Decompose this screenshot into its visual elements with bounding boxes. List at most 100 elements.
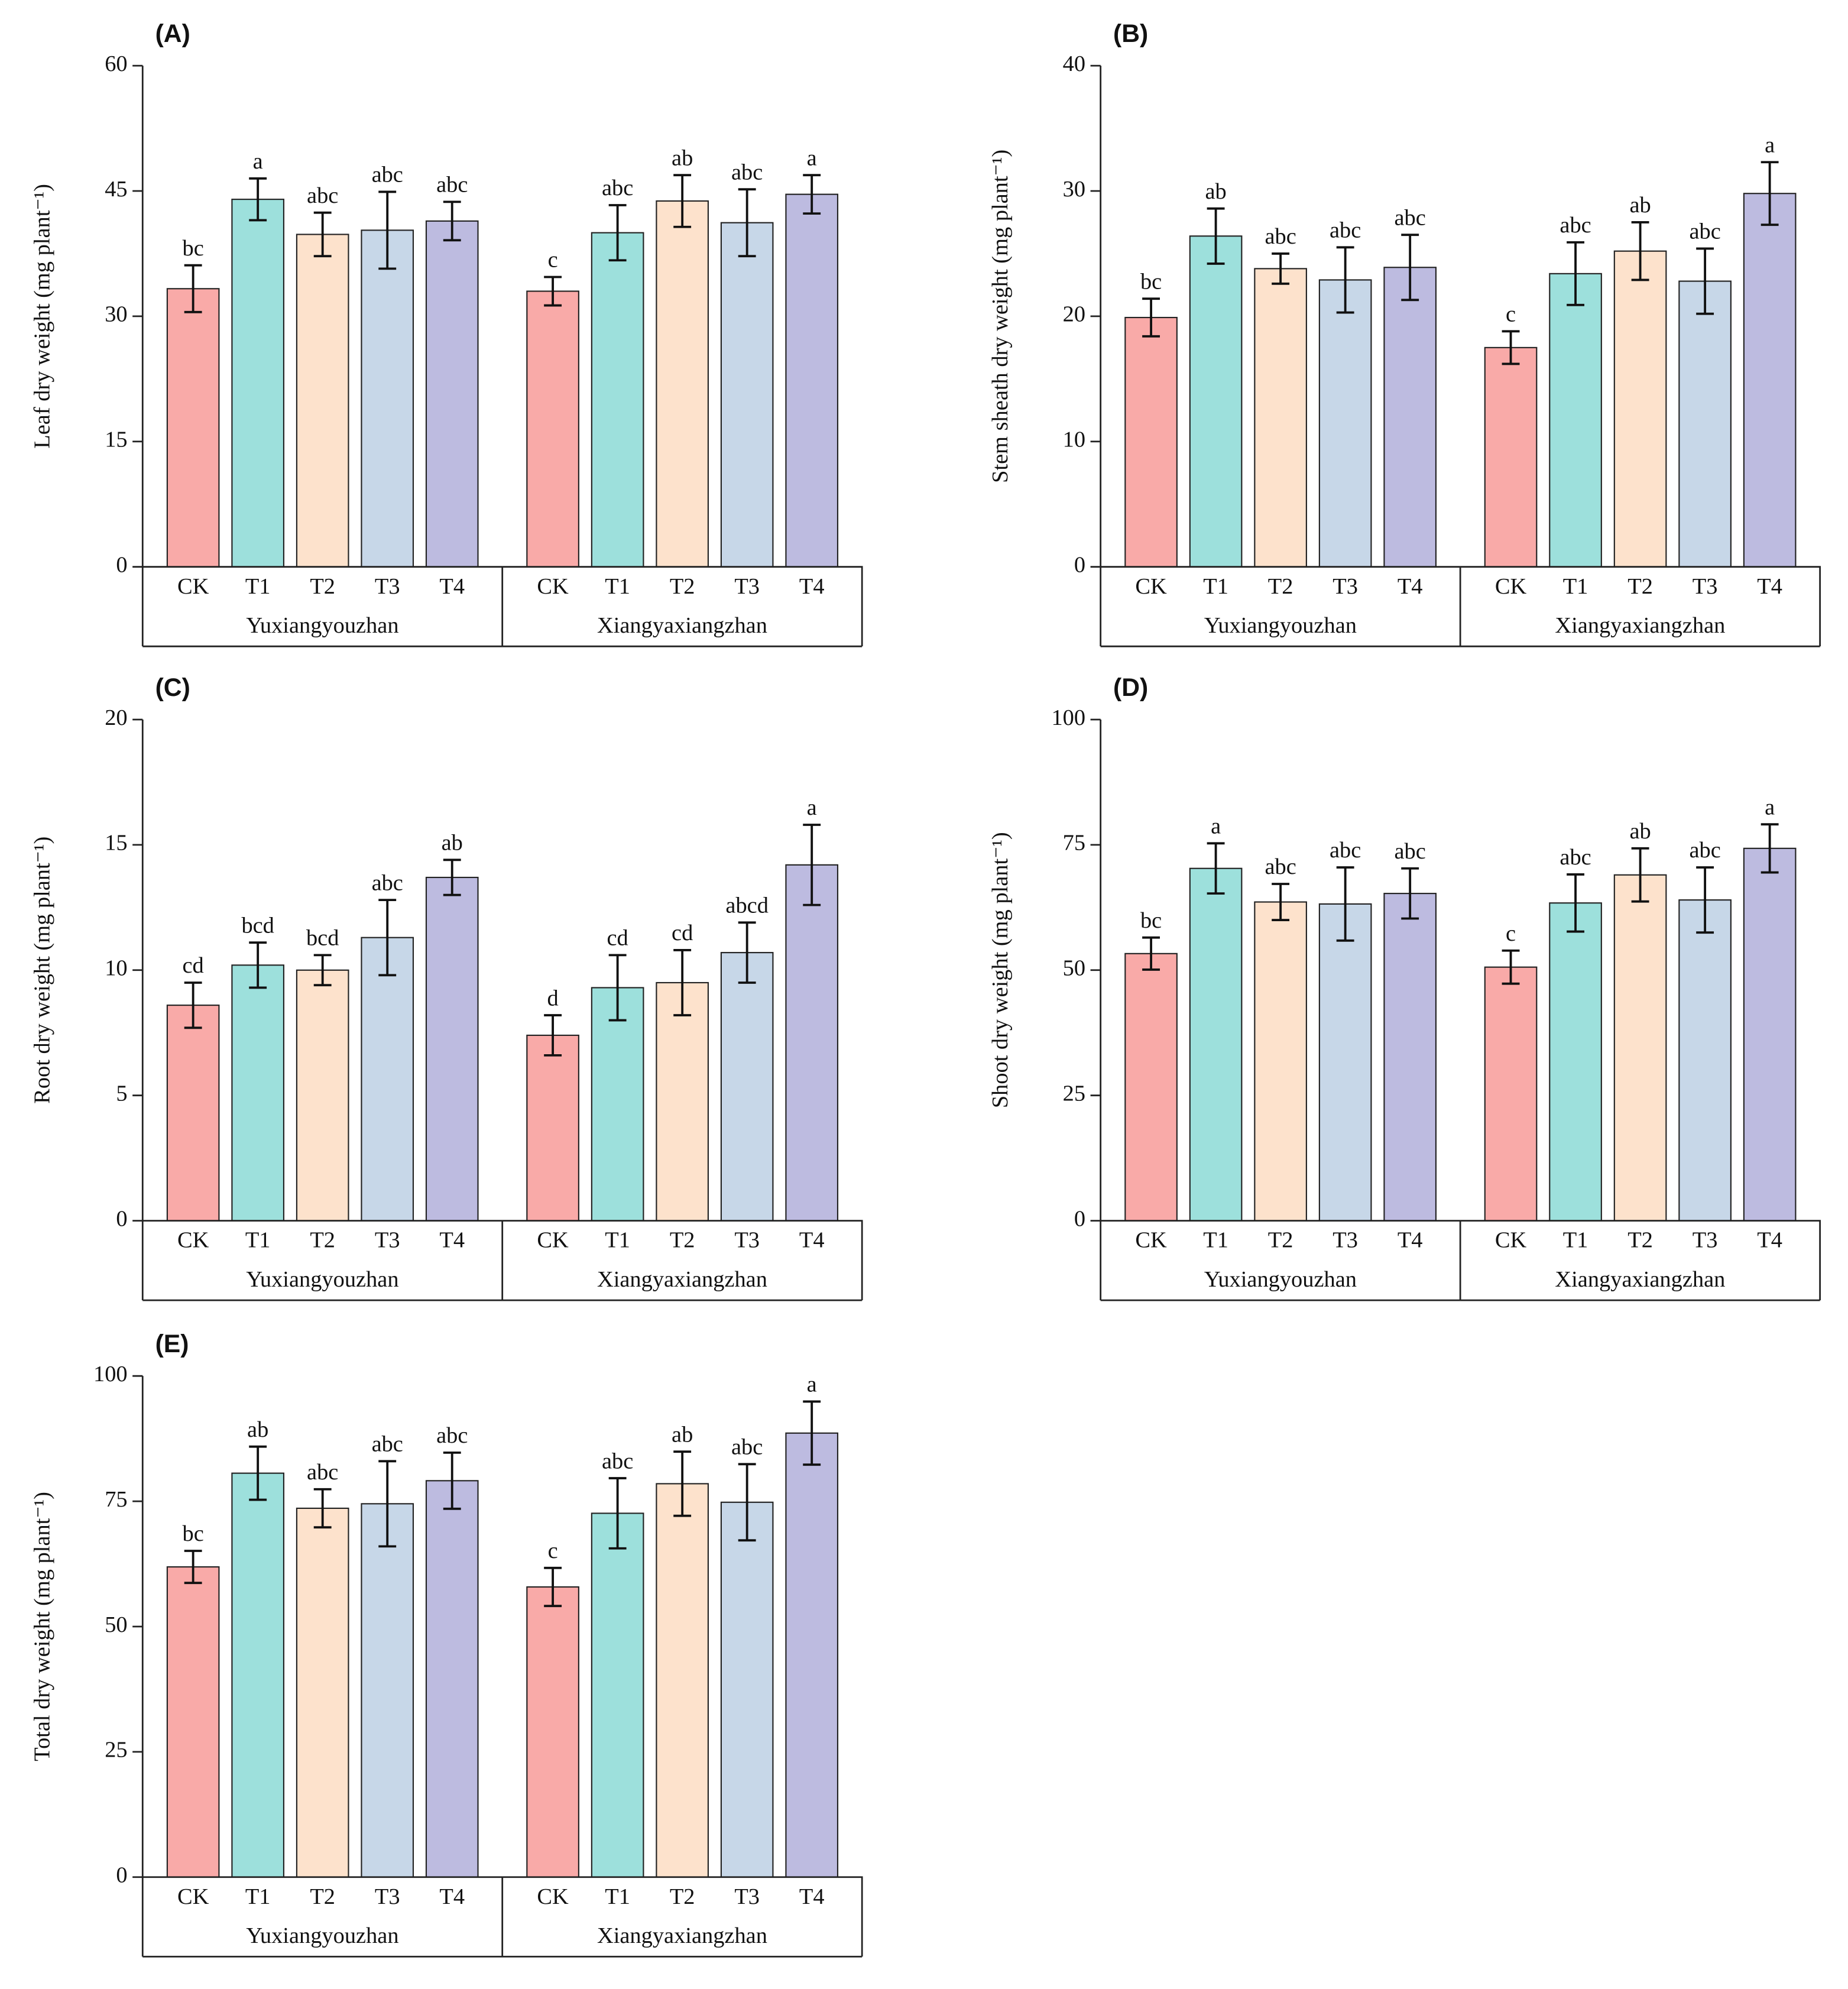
significance-letter: abc — [307, 183, 338, 208]
x-tick-label: T2 — [670, 1228, 695, 1253]
bar — [656, 200, 709, 568]
error-bar — [544, 1566, 562, 1608]
bar — [1189, 867, 1243, 1222]
significance-letter: abc — [1395, 839, 1426, 864]
x-tick-label: T1 — [1203, 1228, 1228, 1253]
significance-letter: abc — [1265, 224, 1296, 249]
bar — [591, 987, 644, 1222]
significance-letter: c — [548, 248, 558, 273]
significance-letter: abc — [372, 163, 403, 187]
significance-letter: c — [1506, 921, 1516, 946]
significance-letter: abc — [1689, 838, 1720, 863]
significance-letter: c — [548, 1538, 558, 1563]
significance-letter: ab — [247, 1417, 268, 1442]
y-tick-label: 0 — [116, 1863, 127, 1888]
error-bar — [608, 204, 627, 262]
significance-letter: bc — [1140, 269, 1162, 294]
significance-letter: a — [253, 149, 263, 174]
x-tick-label: CK — [1495, 574, 1527, 599]
significance-letter: abc — [436, 173, 468, 197]
bar — [361, 229, 414, 568]
significance-letter: a — [1211, 814, 1221, 839]
error-bar — [544, 1014, 562, 1057]
error-bar — [673, 948, 692, 1016]
bar — [785, 864, 839, 1222]
error-bar — [1142, 297, 1160, 338]
bar — [361, 937, 414, 1222]
error-bar — [1502, 949, 1520, 985]
significance-letter: abc — [1395, 205, 1426, 230]
significance-letter: a — [1765, 795, 1775, 819]
x-tick-label: T3 — [1693, 1228, 1718, 1253]
bar — [1318, 279, 1372, 568]
y-tick-label: 45 — [105, 177, 127, 202]
error-bar — [1696, 866, 1714, 934]
x-tick-label: T1 — [1563, 1228, 1588, 1253]
significance-letter: abc — [1330, 838, 1361, 863]
error-bar — [249, 1445, 267, 1501]
x-tick-label: T4 — [799, 1228, 825, 1253]
significance-letter: a — [807, 795, 817, 820]
significance-letter: abc — [1265, 854, 1296, 879]
panel-label: (C) — [155, 673, 190, 702]
bar — [1743, 847, 1797, 1222]
error-bar — [673, 1450, 692, 1517]
x-tick-label: CK — [1135, 1228, 1167, 1253]
error-bar — [1761, 823, 1779, 874]
bar — [166, 1005, 220, 1222]
x-tick-label: T2 — [1268, 574, 1293, 599]
significance-letter: ab — [1629, 193, 1651, 218]
y-axis-label: Total dry weight (mg plant⁻¹) — [30, 1492, 55, 1761]
x-tick-label: T1 — [605, 574, 630, 599]
error-bar — [313, 211, 332, 258]
x-tick-label: T4 — [439, 1884, 465, 1909]
bar — [526, 290, 579, 568]
y-tick-label: 20 — [1063, 302, 1085, 327]
x-tick-label: T2 — [1627, 1228, 1653, 1253]
significance-letter: ab — [1629, 819, 1651, 844]
significance-letter: bc — [1140, 908, 1162, 933]
axes — [141, 1376, 863, 1958]
error-bar — [249, 941, 267, 989]
significance-letter: cd — [607, 926, 628, 951]
error-bar — [738, 1463, 756, 1542]
y-tick-label: 0 — [1074, 552, 1085, 577]
x-tick-label: CK — [177, 1884, 209, 1909]
x-tick-label: T3 — [1332, 574, 1358, 599]
x-tick-label: T3 — [734, 1228, 760, 1253]
x-tick-label: T1 — [245, 1884, 271, 1909]
significance-letter: a — [1765, 132, 1775, 157]
bar — [166, 288, 220, 568]
x-tick-label: T4 — [439, 574, 465, 599]
bar — [1124, 316, 1178, 568]
significance-letter: bcd — [241, 913, 274, 938]
error-bar — [313, 954, 332, 987]
significance-letter: ab — [442, 831, 463, 856]
significance-letter: abc — [307, 1460, 338, 1485]
group-label: Yuxiangyouzhan — [1204, 613, 1357, 638]
y-tick-label: 0 — [116, 1206, 127, 1231]
x-tick-label: T3 — [375, 574, 400, 599]
error-bar — [184, 1550, 202, 1585]
x-tick-label: CK — [537, 1228, 569, 1253]
bar — [720, 952, 774, 1222]
x-tick-label: T1 — [1203, 574, 1228, 599]
x-tick-label: T4 — [799, 1884, 825, 1909]
significance-letter: abc — [602, 1449, 633, 1473]
y-tick-label: 20 — [105, 705, 127, 730]
bar — [1124, 953, 1178, 1222]
significance-letter: abc — [372, 1431, 403, 1456]
bar — [656, 981, 709, 1222]
error-bar — [1567, 873, 1585, 933]
bar — [1254, 268, 1307, 568]
bar — [526, 1586, 579, 1878]
bar — [231, 1472, 285, 1878]
y-tick-label: 5 — [116, 1081, 127, 1106]
x-tick-label: T3 — [1332, 1228, 1358, 1253]
error-bar — [1761, 161, 1779, 226]
y-tick-label: 25 — [105, 1738, 127, 1763]
significance-letter: bcd — [306, 926, 339, 951]
significance-letter: abc — [602, 176, 633, 200]
error-bar — [1272, 883, 1290, 921]
group-label: Xiangyaxiangzhan — [1555, 1267, 1725, 1292]
